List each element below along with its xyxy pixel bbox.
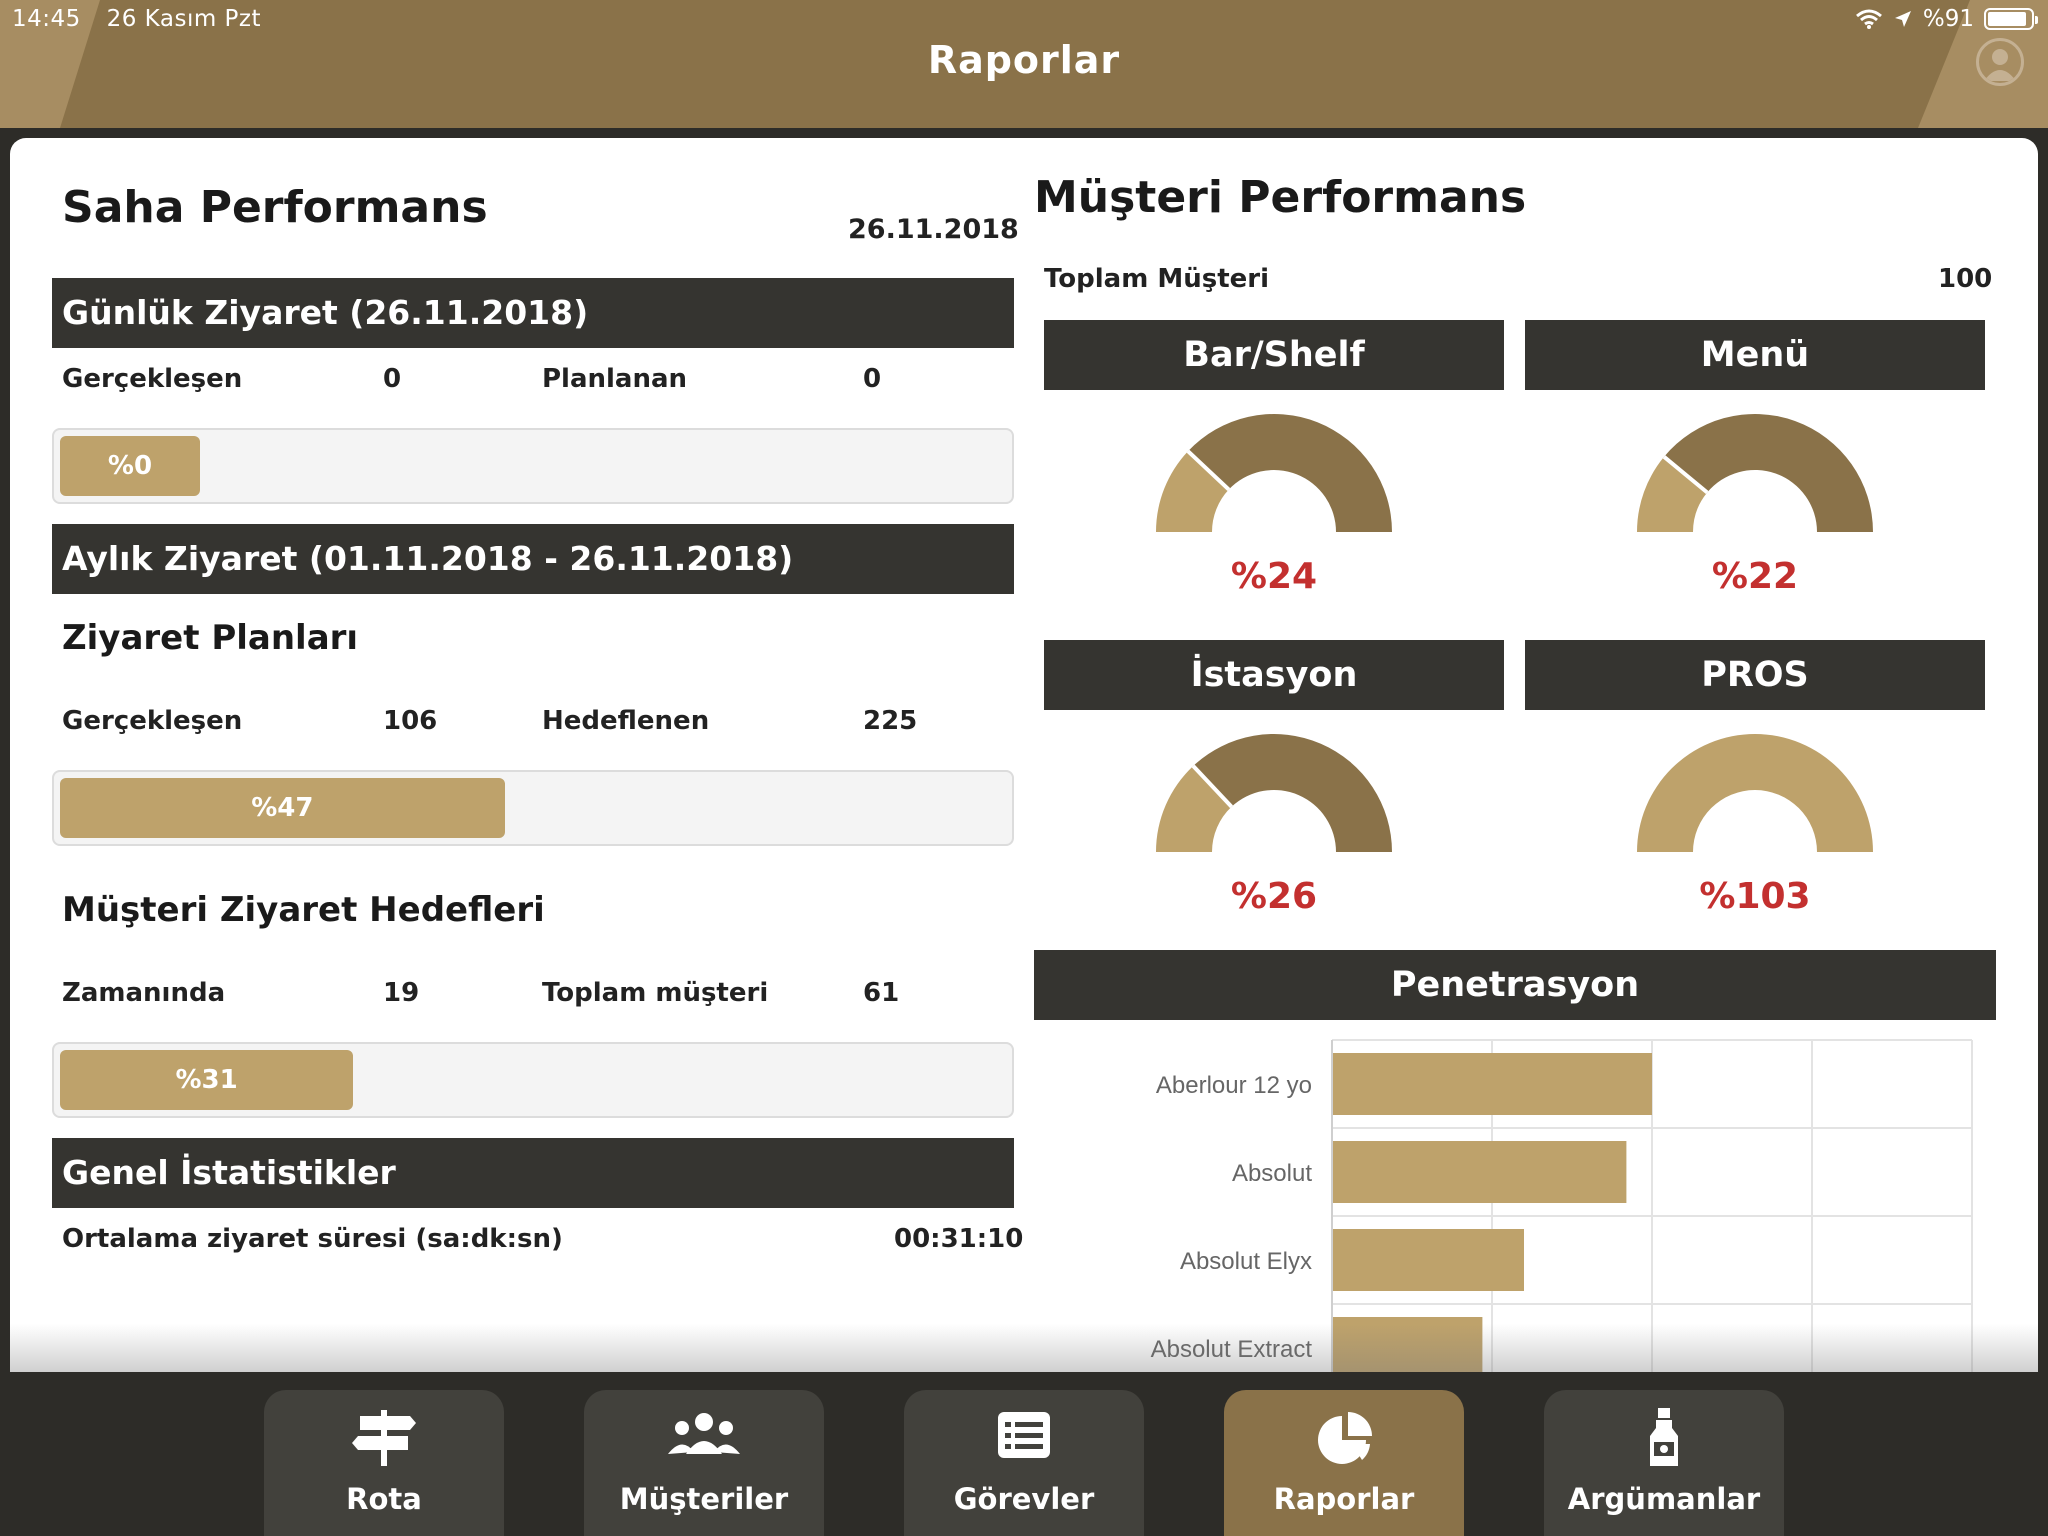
daily-planned-label: Planlanan [542, 364, 688, 394]
bottle-icon [1650, 1408, 1678, 1466]
gauge-istasyon [1156, 734, 1392, 852]
gauge-divider [1662, 455, 1709, 495]
scroll-fade [10, 1324, 2038, 1372]
users-icon [668, 1413, 740, 1454]
plans-target-value: 225 [863, 706, 918, 736]
plans-target-label: Hedeflenen [542, 706, 710, 736]
app-header: 14:45 26 Kasım Pzt %91 Raporlar [0, 0, 2048, 128]
chart-bar [1332, 1141, 1627, 1203]
customer-targets-progress-bar: %31 [52, 1042, 1014, 1118]
tab-raporlar[interactable]: Raporlar [1224, 1390, 1464, 1536]
customer-targets-progress-fill: %31 [60, 1050, 354, 1110]
total-customer-value: 61 [863, 978, 900, 1008]
plans-realized-value: 106 [383, 706, 438, 736]
customer-targets-title: Müşteri Ziyaret Hedefleri [62, 890, 545, 930]
chart-category-label: Absolut Extract [1151, 1336, 1313, 1363]
gauge-divider [1186, 449, 1231, 492]
bottom-tab-bar: Rota Müşteriler Görevler Raporlar [0, 1372, 2048, 1536]
report-card: Saha Performans 26.11.2018 Günlük Ziyare… [10, 138, 2038, 1372]
gauge-pros-header: PROS [1525, 640, 1985, 710]
battery-icon [1984, 8, 2038, 30]
gauge-divider [1191, 764, 1234, 809]
gauge-pros-value: %103 [1699, 876, 1811, 917]
gauge-bar-shelf-value: %24 [1230, 556, 1318, 597]
tab-rota[interactable]: Rota [264, 1390, 504, 1536]
gauge-pros [1637, 734, 1873, 852]
plans-progress-bar: %47 [52, 770, 1014, 846]
status-time: 14:45 [12, 6, 81, 32]
avg-visit-duration-label: Ortalama ziyaret süresi (sa:dk:sn) [62, 1224, 563, 1254]
gauge-achieved-arc [1637, 456, 1708, 532]
gauge-istasyon-header: İstasyon [1044, 640, 1504, 710]
gauge-achieved-arc [1156, 451, 1229, 532]
penetration-chart: Aberlour 12 yo Absolut Absolut Elyx Absolut… [1151, 1039, 1973, 1372]
tab-rota-label: Rota [346, 1482, 422, 1516]
gauge-remaining-arc [1193, 734, 1392, 852]
monthly-visit-header: Aylık Ziyaret (01.11.2018 - 26.11.2018) [52, 524, 1014, 594]
gauge-remaining-arc [1664, 414, 1873, 532]
status-bar-right: %91 [1855, 6, 2038, 32]
gauge-bar-shelf [1156, 414, 1392, 532]
chart-category-label: Absolut Elyx [1180, 1248, 1312, 1275]
chart-category-label: Absolut [1232, 1160, 1312, 1187]
chart-bar [1332, 1229, 1524, 1291]
tab-argumanlar[interactable]: Argümanlar [1544, 1390, 1784, 1536]
gauge-menu-value: %22 [1711, 556, 1799, 597]
daily-progress-fill: %0 [60, 436, 200, 496]
penetration-header: Penetrasyon [1034, 950, 1996, 1020]
musteri-title: Müşteri Performans [1034, 172, 1527, 223]
total-customers-label: Toplam Müşteri [1044, 264, 1270, 294]
tab-gorevler[interactable]: Görevler [904, 1390, 1144, 1536]
signpost-icon [352, 1410, 416, 1466]
chart-bar [1332, 1317, 1483, 1372]
pie-chart-icon [1318, 1412, 1372, 1464]
saha-title: Saha Performans [62, 182, 488, 233]
gauge-istasyon-value: %26 [1230, 876, 1318, 917]
daily-realized-value: 0 [383, 364, 402, 394]
total-customer-label: Toplam müşteri [542, 978, 769, 1008]
wifi-icon [1855, 9, 1882, 29]
status-date: 26 Kasım Pzt [106, 6, 262, 32]
tab-argumanlar-label: Argümanlar [1567, 1482, 1761, 1516]
ontime-value: 19 [383, 978, 420, 1008]
daily-progress-bar: %0 [52, 428, 1014, 504]
page-title: Raporlar [927, 38, 1121, 82]
gauge-achieved-arc [1637, 734, 1873, 852]
gauge-bar-shelf-header: Bar/Shelf [1044, 320, 1504, 390]
tab-gorevler-label: Görevler [953, 1482, 1095, 1516]
tab-raporlar-label: Raporlar [1273, 1482, 1415, 1516]
daily-visit-header: Günlük Ziyaret (26.11.2018) [52, 278, 1014, 348]
report-date: 26.11.2018 [848, 214, 1019, 245]
chart-bar [1332, 1053, 1652, 1115]
list-icon [998, 1412, 1050, 1458]
location-arrow-icon [1894, 11, 1911, 27]
chart-category-label: Aberlour 12 yo [1156, 1072, 1312, 1099]
status-bar-left: 14:45 26 Kasım Pzt [12, 6, 279, 32]
plans-realized-label: Gerçekleşen [62, 706, 243, 736]
tab-musteriler-label: Müşteriler [619, 1482, 789, 1516]
visit-plans-title: Ziyaret Planları [62, 618, 359, 658]
tab-musteriler[interactable]: Müşteriler [584, 1390, 824, 1536]
gauge-remaining-arc [1187, 414, 1392, 532]
daily-planned-value: 0 [863, 364, 882, 394]
ontime-label: Zamanında [62, 978, 226, 1008]
profile-avatar-button[interactable] [1976, 38, 2024, 86]
gauge-menu-header: Menü [1525, 320, 1985, 390]
plans-progress-fill: %47 [60, 778, 505, 838]
gauge-menu [1637, 414, 1873, 532]
user-icon [1984, 49, 2016, 81]
daily-realized-label: Gerçekleşen [62, 364, 243, 394]
avg-visit-duration-value: 00:31:10 [894, 1224, 1024, 1254]
total-customers-value: 100 [1938, 264, 1993, 294]
battery-percent: %91 [1922, 6, 1974, 32]
general-stats-header: Genel İstatistikler [52, 1138, 1014, 1208]
